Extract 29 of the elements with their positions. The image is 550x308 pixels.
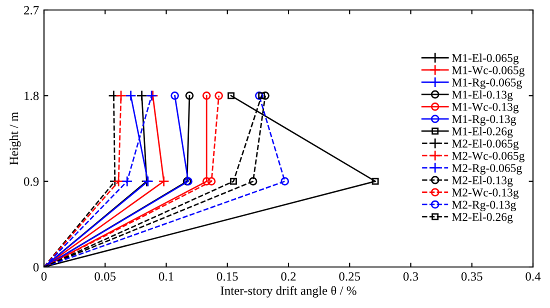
legend-label: M2-Wc-0.065g (452, 152, 525, 162)
legend-label: M1-El-0.065g (452, 54, 519, 64)
legend-label: M2-El-0.13g (452, 176, 513, 187)
legend-label: M2-El-0.26g (452, 212, 513, 224)
x-tick-label: 0.2 (281, 272, 296, 281)
legend-label: M2-Rg-0.065g (452, 164, 522, 174)
x-tick-label: 0.4 (526, 272, 541, 281)
x-tick-label: 0 (41, 272, 47, 281)
legend-label: M1-Rg-0.065g (452, 78, 522, 89)
legend-label: M1-El-0.13g (452, 90, 513, 102)
legend-label: M1-Rg-0.13g (452, 115, 516, 126)
legend-label: M2-El-0.065g (452, 139, 519, 150)
legend-label: M2-Rg-0.13g (452, 200, 516, 212)
y-axis-title: Height / m (9, 112, 21, 165)
y-tick-label: 1.8 (24, 92, 39, 100)
x-tick-label: 0.05 (94, 272, 116, 281)
x-tick-label: 0.35 (461, 272, 482, 281)
x-tick-label: 0.15 (216, 272, 238, 281)
y-tick-label: 2.7 (24, 6, 39, 15)
legend-label: M2-Wc-0.13g (452, 188, 519, 199)
x-tick-label: 0.25 (339, 272, 360, 281)
legend-label: M1-El-0.26g (452, 127, 513, 138)
x-tick-label: 0.3 (403, 272, 418, 281)
x-axis-title: Inter-story drift angle θ / % (220, 286, 356, 298)
legend-label: M1-Wc-0.13g (452, 102, 519, 114)
x-tick-label: 0.1 (158, 272, 174, 281)
legend-label: M1-Wc-0.065g (452, 66, 525, 77)
y-tick-label: 0.9 (24, 177, 39, 186)
y-tick-label: 0 (33, 263, 39, 272)
